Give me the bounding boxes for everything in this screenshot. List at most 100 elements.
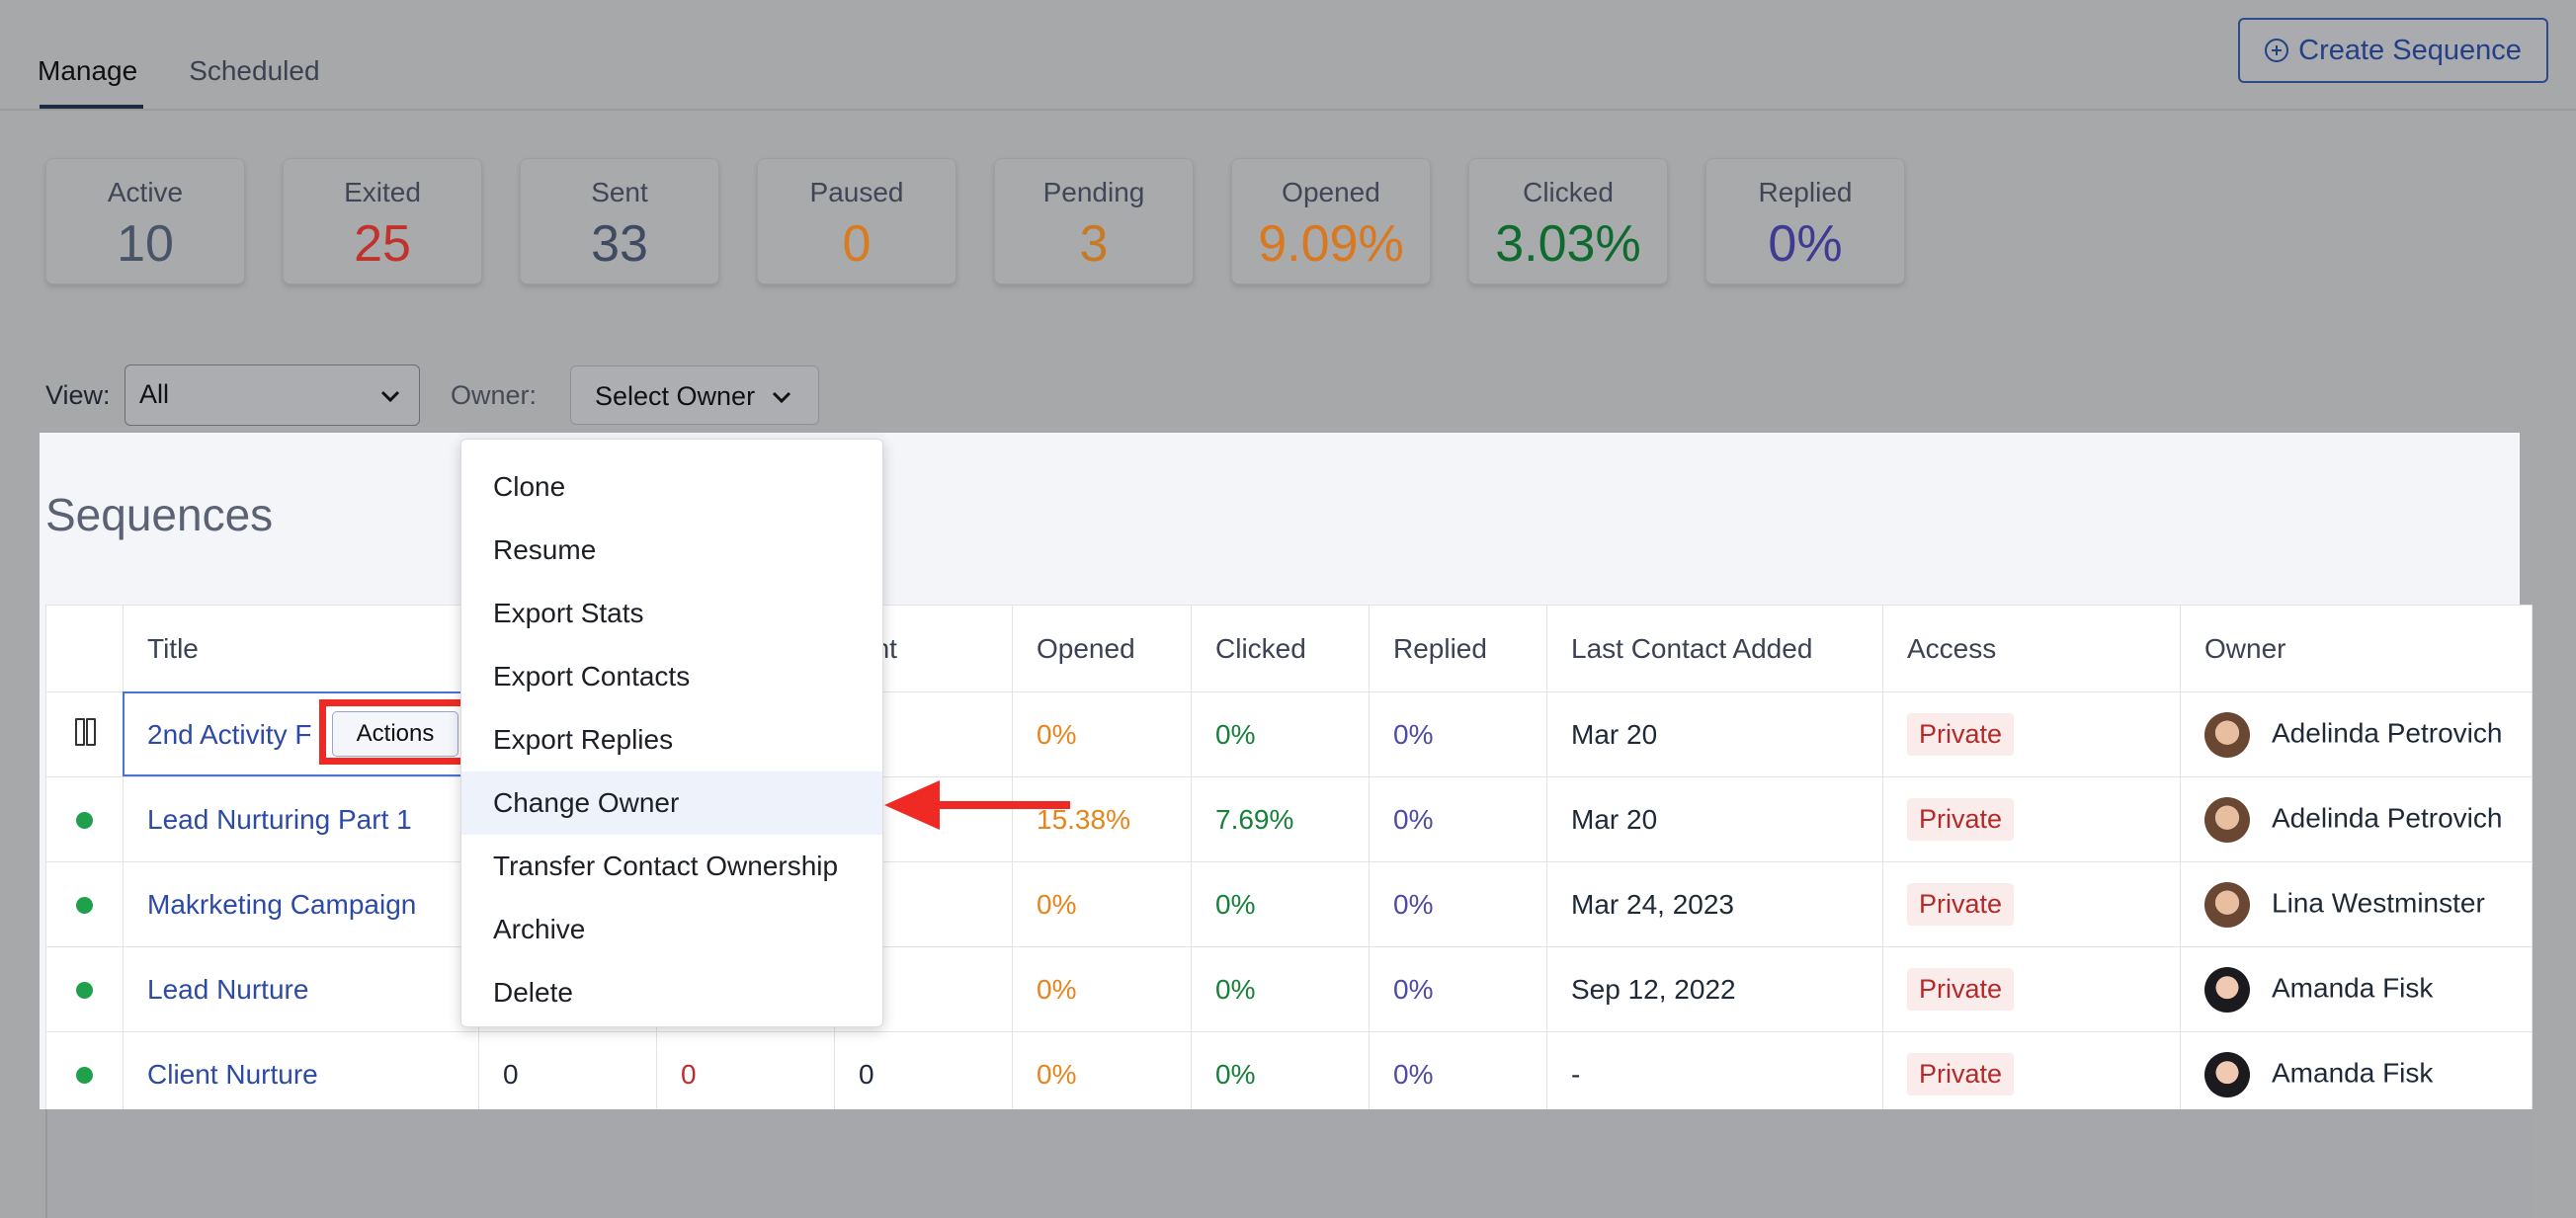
tab-scheduled[interactable]: Scheduled [189, 55, 320, 86]
owner-select-value: Select Owner [595, 381, 756, 411]
stat-value: 10 [117, 215, 174, 273]
view-select[interactable]: All [125, 365, 420, 426]
tab-manage[interactable]: Manage [38, 40, 144, 111]
owner-cell: Amanda Fisk [2180, 946, 2533, 1032]
stat-value: 0% [1768, 215, 1843, 273]
stat-value: 0 [842, 215, 872, 273]
access-cell: Private [1882, 691, 2181, 777]
sequence-title-link[interactable]: Lead Nurture [147, 973, 309, 1005]
menu-item-transfer-contact-ownership[interactable]: Transfer Contact Ownership [493, 851, 839, 881]
opened-cell: 0% [1012, 861, 1192, 947]
menu-item-clone[interactable]: Clone [493, 471, 566, 502]
clicked-cell: 0% [1191, 691, 1370, 777]
clicked-cell: 0% [1191, 946, 1370, 1032]
access-cell: Private [1882, 946, 2181, 1032]
owner-name: Adelinda Petrovich [2272, 801, 2503, 833]
last-contact-cell: Mar 20 [1546, 691, 1883, 777]
replied-cell: 0% [1369, 946, 1547, 1032]
owner-cell: Adelinda Petrovich [2180, 691, 2533, 777]
owner-name: Lina Westminster [2272, 886, 2485, 918]
sequence-title-link[interactable]: 2nd Activity F [147, 718, 312, 750]
owner-name: Adelinda Petrovich [2272, 716, 2503, 748]
access-badge: Private [1907, 968, 2015, 1011]
access-cell: Private [1882, 776, 2181, 862]
owner-name: Amanda Fisk [2272, 971, 2434, 1003]
sequence-title-link[interactable]: Lead Nurturing Part 1 [147, 803, 412, 835]
menu-item-archive[interactable]: Archive [493, 914, 586, 944]
sequence-title-link[interactable]: Client Nurture [147, 1058, 318, 1090]
actions-button[interactable]: Actions [332, 711, 458, 757]
clicked-cell: 0% [1191, 861, 1370, 947]
active-status-icon [76, 811, 93, 829]
opened-cell: 0% [1012, 946, 1192, 1032]
access-badge: Private [1907, 798, 2015, 841]
owner-cell: Adelinda Petrovich [2180, 776, 2533, 862]
avatar [2204, 966, 2250, 1013]
create-sequence-label: Create Sequence [2298, 34, 2522, 66]
tabs-divider [0, 109, 2576, 111]
access-badge: Private [1907, 713, 2015, 756]
stat-card-pending: Pending 3 [994, 158, 1194, 284]
menu-item-delete[interactable]: Delete [493, 977, 573, 1008]
actions-dropdown-menu: Clone Resume Export Stats Export Contacts Ex… [460, 439, 883, 1027]
access-header: Access [1882, 605, 2181, 692]
avatar [2204, 1051, 2250, 1097]
stat-label: Active [107, 177, 184, 207]
sequences-table: TitleentOpenedClickedRepliedLast Contact… [45, 605, 2533, 1117]
menu-item-export-replies[interactable]: Export Replies [493, 724, 674, 755]
sequence-title-link[interactable]: Makrketing Campaign [147, 888, 417, 920]
owner-cell: Amanda Fisk [2180, 1031, 2533, 1117]
stat-card-sent: Sent 33 [520, 158, 719, 284]
stat-card-exited: Exited 25 [283, 158, 482, 284]
owner-label: Owner: [451, 380, 538, 410]
menu-item-change-owner[interactable]: Change Owner [461, 771, 882, 835]
replied-cell: 0% [1369, 861, 1547, 947]
avatar [2204, 796, 2250, 843]
table-row[interactable]: Lead Nurturing Part 1315.38%7.69%0%Mar 2… [45, 776, 2533, 862]
replied-cell: 0% [1369, 1031, 1547, 1117]
menu-item-export-stats[interactable]: Export Stats [493, 598, 644, 628]
title-cell: Makrketing Campaign [123, 861, 479, 947]
avatar [2204, 881, 2250, 928]
opened-header: Opened [1012, 605, 1192, 692]
annotation-arrow-icon [884, 780, 1070, 830]
page-title: Sequences [45, 489, 274, 540]
col3-cell: 0 [656, 1031, 835, 1117]
stat-value: 33 [591, 215, 648, 273]
table-row[interactable]: Client Nurture 0 0 0 0% 0% 0% - Private Amanda Fi… [45, 1031, 2533, 1117]
title-header: Title [123, 605, 479, 692]
active-status-icon [76, 1066, 93, 1084]
menu-item-export-contacts[interactable]: Export Contacts [493, 661, 691, 691]
access-cell: Private [1882, 1031, 2181, 1117]
stat-label: Replied [1758, 177, 1853, 207]
clicked-cell: 0% [1191, 1031, 1370, 1117]
avatar [2204, 711, 2250, 758]
view-label: View: [45, 380, 111, 410]
stat-label: Opened [1282, 177, 1380, 207]
stat-value: 9.09% [1258, 215, 1404, 273]
title-cell: Client Nurture [123, 1031, 479, 1117]
clicked-cell: 7.69% [1191, 776, 1370, 862]
last-contact-cell: Sep 12, 2022 [1546, 946, 1883, 1032]
stat-value: 3 [1079, 215, 1109, 273]
plus-circle-icon [2265, 39, 2289, 62]
stat-value: 25 [354, 215, 411, 273]
sent-cell: 0 [834, 1031, 1013, 1117]
table-row[interactable]: Lead Nurture 0% 0% 0% Sep 12, 2022 Private Ama… [45, 946, 2533, 1032]
menu-item-resume[interactable]: Resume [493, 534, 597, 565]
table-row[interactable]: Makrketing Campaign 0% 0% 0% Mar 24, 2023 Pri… [45, 861, 2533, 947]
status-header [45, 605, 124, 692]
pause-icon [74, 718, 96, 746]
replied-cell: 0% [1369, 776, 1547, 862]
top-tabs: Manage Scheduled [38, 40, 320, 111]
create-sequence-button[interactable]: Create Sequence [2238, 18, 2548, 83]
active-status-icon [76, 896, 93, 914]
last-contact-header: Last Contact Added [1546, 605, 1883, 692]
access-badge: Private [1907, 1053, 2015, 1096]
owner-cell: Lina Westminster [2180, 861, 2533, 947]
table-header-row: TitleentOpenedClickedRepliedLast Contact… [45, 605, 2533, 692]
stat-card-paused: Paused 0 [757, 158, 956, 284]
stat-card-clicked: Clicked 3.03% [1468, 158, 1668, 284]
chevron-down-icon [379, 383, 401, 414]
owner-select[interactable]: Select Owner [570, 365, 819, 425]
